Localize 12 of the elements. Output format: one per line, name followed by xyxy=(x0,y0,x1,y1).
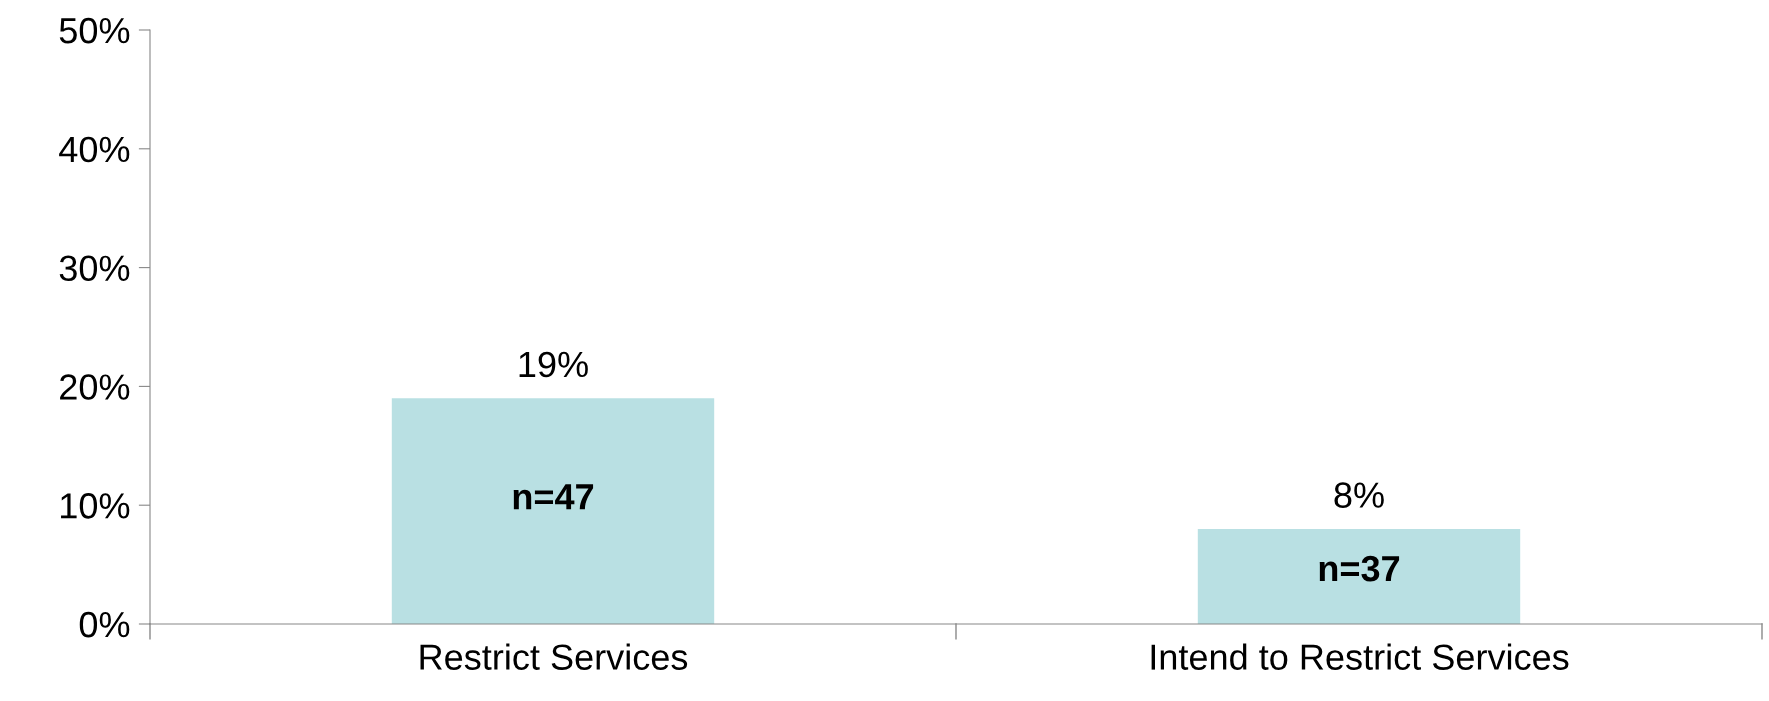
x-tick-label: Intend to Restrict Services xyxy=(1151,643,1569,670)
y-tick-label: 10% xyxy=(61,493,130,519)
data-label: 19% xyxy=(519,351,588,378)
y-tick-label: 0% xyxy=(79,611,130,638)
y-tick-label: 50% xyxy=(59,17,130,44)
y-tick-label: 30% xyxy=(59,255,130,282)
data-label: 8% xyxy=(1334,482,1384,508)
annotation: n=37 xyxy=(1319,555,1400,582)
annotation: n=47 xyxy=(513,484,594,510)
y-tick-label: 20% xyxy=(60,374,130,400)
x-tick-label: Restrict Services xyxy=(420,643,688,670)
y-tick-label: 40% xyxy=(59,136,130,163)
